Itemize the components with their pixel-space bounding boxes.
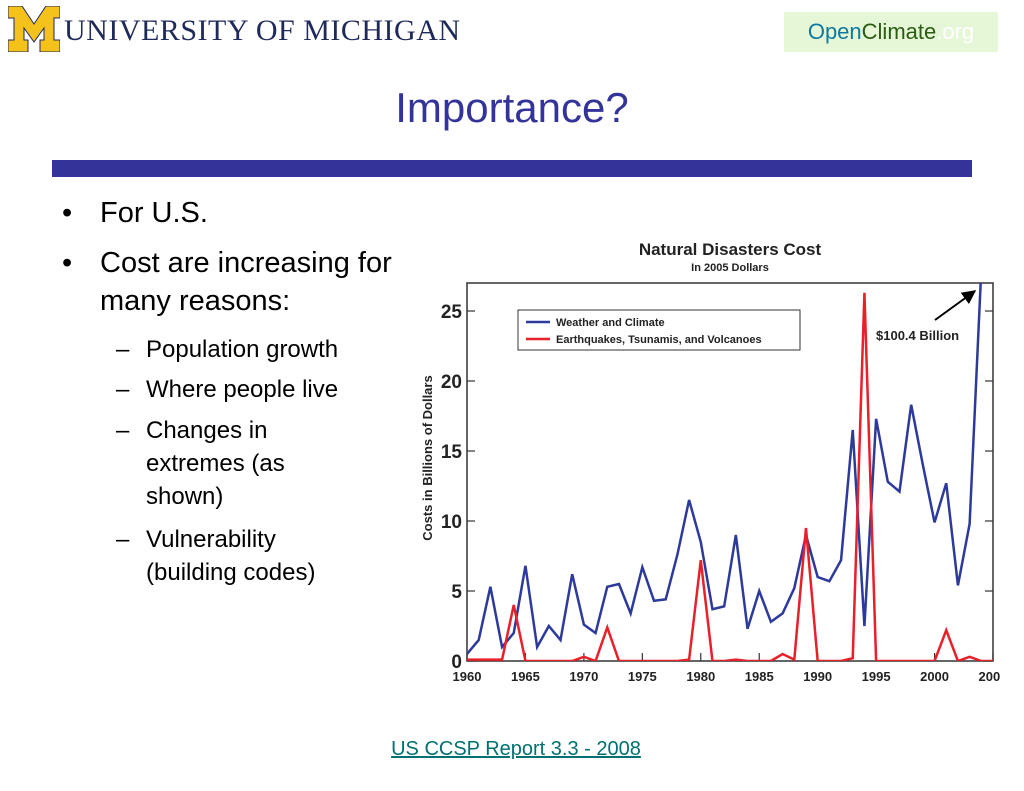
slide-title: Importance?: [395, 84, 629, 131]
x-tick-label: 1995: [862, 669, 891, 684]
badge-part: Open: [807, 19, 862, 44]
legend-box: [517, 309, 801, 351]
chart-title: Natural Disasters Cost: [639, 240, 822, 259]
title-rule: [52, 160, 972, 177]
legend-label: Weather and Climate: [556, 317, 665, 329]
sub-bullet-text: Changes in extremes (as shown): [146, 417, 285, 510]
badge: OpenClimate.org: [784, 12, 998, 52]
y-tick-label: 0: [451, 652, 462, 673]
x-tick-label: 1985: [745, 669, 774, 684]
y-tick-label: 5: [451, 582, 462, 603]
data-line: [467, 283, 982, 655]
x-tick-label: 1990: [803, 669, 832, 684]
annotation-arrow: [934, 290, 977, 321]
bullet-text: Cost are increasing for many reasons:: [100, 247, 392, 317]
x-tick-label: 1980: [686, 669, 715, 684]
y-tick-label: 15: [441, 442, 463, 463]
university-name: UNIVERSITY OF MICHIGAN: [64, 14, 461, 47]
sub-bullet-text: Where people live: [146, 376, 339, 403]
badge-part: .org: [936, 19, 975, 44]
x-tick-label: 1970: [569, 669, 598, 684]
data-line: [467, 292, 993, 661]
x-tick-label: 2000: [920, 669, 949, 684]
sub-bullet-text: Vulnerability (building codes): [146, 526, 316, 586]
badge-part: Climate: [861, 19, 937, 44]
bullet-text: For U.S.: [100, 197, 208, 229]
source-link[interactable]: US CCSP Report 3.3 - 2008: [391, 738, 641, 760]
x-tick-label: 2005: [979, 669, 1000, 684]
chart-subtitle: In 2005 Dollars: [691, 262, 769, 274]
y-tick-label: 10: [441, 512, 462, 533]
logo: [8, 6, 60, 52]
annotation: $100.4 Billion: [876, 328, 959, 343]
y-tick-label: 25: [441, 302, 463, 323]
x-tick-label: 1960: [453, 669, 482, 684]
chart: Natural Disasters Cost In 2005 Dollars C…: [420, 240, 1000, 684]
x-tick-label: 1975: [628, 669, 657, 684]
y-axis-label: Costs in Billions of Dollars: [420, 375, 435, 540]
y-tick-label: 20: [441, 372, 462, 393]
sub-bullet-text: Population growth: [146, 336, 339, 363]
legend-label: Earthquakes, Tsunamis, and Volcanoes: [556, 334, 762, 346]
x-tick-label: 1965: [511, 669, 540, 684]
